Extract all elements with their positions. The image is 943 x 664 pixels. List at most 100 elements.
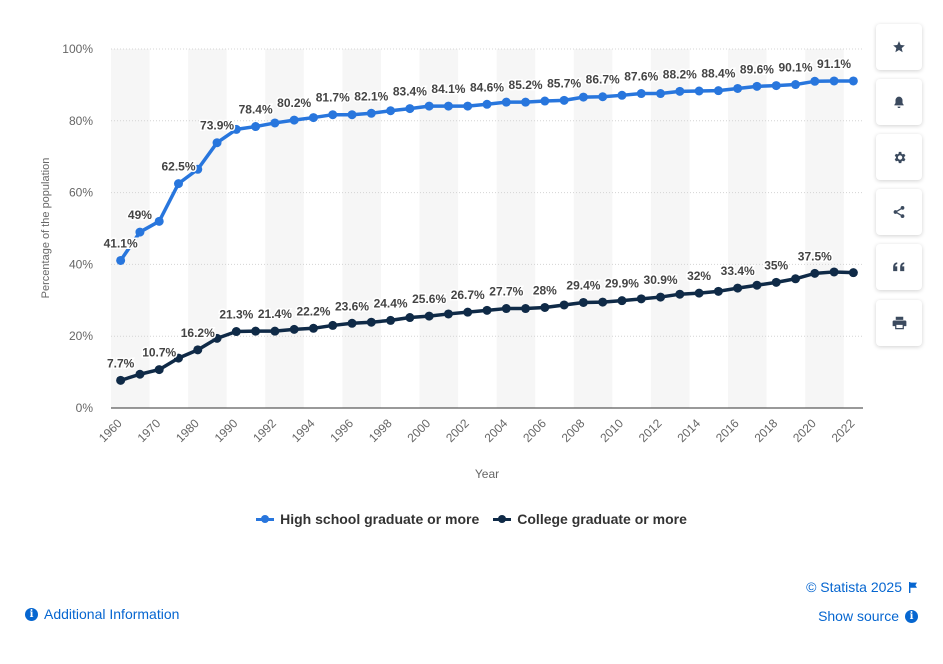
data-point-high-school-graduate-or-more: [733, 83, 743, 93]
x-tick-label: 2022: [829, 416, 858, 445]
data-label-college-graduate-or-more: 10.7%: [142, 346, 176, 360]
share-button[interactable]: [876, 189, 922, 235]
y-tick-label: 40%: [69, 257, 93, 271]
data-point-high-school-graduate-or-more: [116, 255, 126, 265]
data-point-college-graduate-or-more: [501, 304, 511, 314]
data-point-college-graduate-or-more: [617, 296, 627, 306]
data-point-high-school-graduate-or-more: [598, 92, 608, 102]
data-label-high-school-graduate-or-more: 78.4%: [239, 103, 273, 117]
data-label-college-graduate-or-more: 29.9%: [605, 277, 639, 291]
data-point-college-graduate-or-more: [135, 369, 145, 379]
x-tick-label: 2008: [559, 416, 588, 445]
data-point-college-graduate-or-more: [771, 277, 781, 287]
data-label-high-school-graduate-or-more: 88.2%: [663, 67, 697, 81]
x-tick-label: 1990: [212, 416, 241, 445]
legend-item-college[interactable]: College graduate or more: [493, 511, 687, 527]
data-point-college-graduate-or-more: [848, 268, 858, 278]
data-point-college-graduate-or-more: [636, 294, 646, 304]
data-point-college-graduate-or-more: [559, 300, 569, 310]
data-point-high-school-graduate-or-more: [636, 89, 646, 99]
notification-button[interactable]: [876, 79, 922, 125]
data-label-high-school-graduate-or-more: 87.6%: [624, 70, 658, 84]
data-label-high-school-graduate-or-more: 85.7%: [547, 76, 581, 90]
data-label-college-graduate-or-more: 30.9%: [644, 273, 678, 287]
column-band: [805, 49, 844, 408]
data-point-college-graduate-or-more: [308, 323, 318, 333]
data-point-high-school-graduate-or-more: [540, 96, 550, 106]
cite-button[interactable]: [876, 244, 922, 290]
data-label-high-school-graduate-or-more: 80.2%: [277, 96, 311, 110]
data-point-high-school-graduate-or-more: [463, 101, 473, 111]
y-tick-label: 80%: [69, 114, 93, 128]
data-label-college-graduate-or-more: 32%: [687, 269, 711, 283]
data-label-high-school-graduate-or-more: 49%: [128, 208, 152, 222]
column-band: [573, 49, 613, 408]
data-point-college-graduate-or-more: [116, 375, 126, 385]
data-point-high-school-graduate-or-more: [848, 76, 858, 86]
data-label-high-school-graduate-or-more: 82.1%: [354, 89, 388, 103]
info-icon: i: [905, 609, 918, 623]
data-label-high-school-graduate-or-more: 84.6%: [470, 80, 504, 94]
data-label-college-graduate-or-more: 29.4%: [566, 278, 600, 292]
data-point-college-graduate-or-more: [578, 297, 588, 307]
x-tick-label: 1960: [96, 416, 125, 445]
data-point-high-school-graduate-or-more: [559, 95, 569, 105]
data-point-college-graduate-or-more: [212, 333, 222, 343]
column-band: [650, 49, 690, 408]
data-point-high-school-graduate-or-more: [328, 110, 338, 120]
data-point-college-graduate-or-more: [656, 292, 666, 302]
data-point-college-graduate-or-more: [270, 326, 280, 336]
data-point-college-graduate-or-more: [289, 324, 299, 334]
data-label-college-graduate-or-more: 21.3%: [219, 308, 253, 322]
y-tick-label: 20%: [69, 329, 93, 343]
x-axis-title: Year: [475, 467, 499, 481]
star-icon: [893, 41, 905, 53]
data-label-high-school-graduate-or-more: 86.7%: [586, 73, 620, 87]
data-label-college-graduate-or-more: 28%: [533, 283, 557, 297]
data-label-high-school-graduate-or-more: 85.2%: [509, 78, 543, 92]
data-label-high-school-graduate-or-more: 73.9%: [200, 119, 234, 133]
data-point-high-school-graduate-or-more: [154, 216, 164, 226]
data-label-high-school-graduate-or-more: 88.4%: [701, 67, 735, 81]
data-point-college-graduate-or-more: [424, 311, 434, 321]
data-point-high-school-graduate-or-more: [791, 80, 801, 90]
data-label-college-graduate-or-more: 33.4%: [721, 264, 755, 278]
y-axis-title: Percentage of the population: [40, 158, 52, 299]
favorite-button[interactable]: [876, 24, 922, 70]
data-point-high-school-graduate-or-more: [578, 92, 588, 102]
legend-item-high-school[interactable]: High school graduate or more: [256, 511, 479, 527]
data-point-college-graduate-or-more: [482, 305, 492, 315]
legend: High school graduate or more College gra…: [0, 511, 943, 527]
data-point-high-school-graduate-or-more: [231, 124, 241, 134]
data-label-college-graduate-or-more: 16.2%: [181, 326, 215, 340]
data-point-high-school-graduate-or-more: [366, 108, 376, 118]
column-band: [188, 49, 227, 408]
additional-information-link[interactable]: i Additional Information: [25, 606, 179, 622]
show-source-link[interactable]: Show source i: [818, 608, 918, 624]
data-point-high-school-graduate-or-more: [501, 97, 511, 107]
data-label-college-graduate-or-more: 24.4%: [374, 296, 408, 310]
data-point-high-school-graduate-or-more: [617, 90, 627, 100]
data-point-college-graduate-or-more: [347, 318, 357, 328]
data-point-college-graduate-or-more: [366, 317, 376, 327]
x-tick-label: 2020: [790, 416, 819, 445]
data-point-college-graduate-or-more: [733, 283, 743, 293]
print-button[interactable]: [876, 300, 922, 346]
flag-icon: [909, 581, 917, 593]
data-point-college-graduate-or-more: [540, 302, 550, 312]
column-band: [728, 49, 767, 408]
data-point-college-graduate-or-more: [791, 274, 801, 284]
x-tick-label: 2002: [443, 416, 472, 445]
data-point-college-graduate-or-more: [173, 353, 183, 363]
data-label-high-school-graduate-or-more: 41.1%: [104, 236, 138, 250]
data-label-high-school-graduate-or-more: 84.1%: [431, 82, 465, 96]
x-tick-label: 1980: [173, 416, 202, 445]
data-point-college-graduate-or-more: [154, 365, 164, 375]
x-tick-label: 1992: [250, 416, 279, 445]
x-tick-label: 2000: [404, 416, 433, 445]
data-point-college-graduate-or-more: [193, 345, 203, 355]
settings-button[interactable]: [876, 134, 922, 180]
data-point-high-school-graduate-or-more: [482, 99, 492, 109]
copyright-link[interactable]: © Statista 2025: [806, 579, 918, 595]
